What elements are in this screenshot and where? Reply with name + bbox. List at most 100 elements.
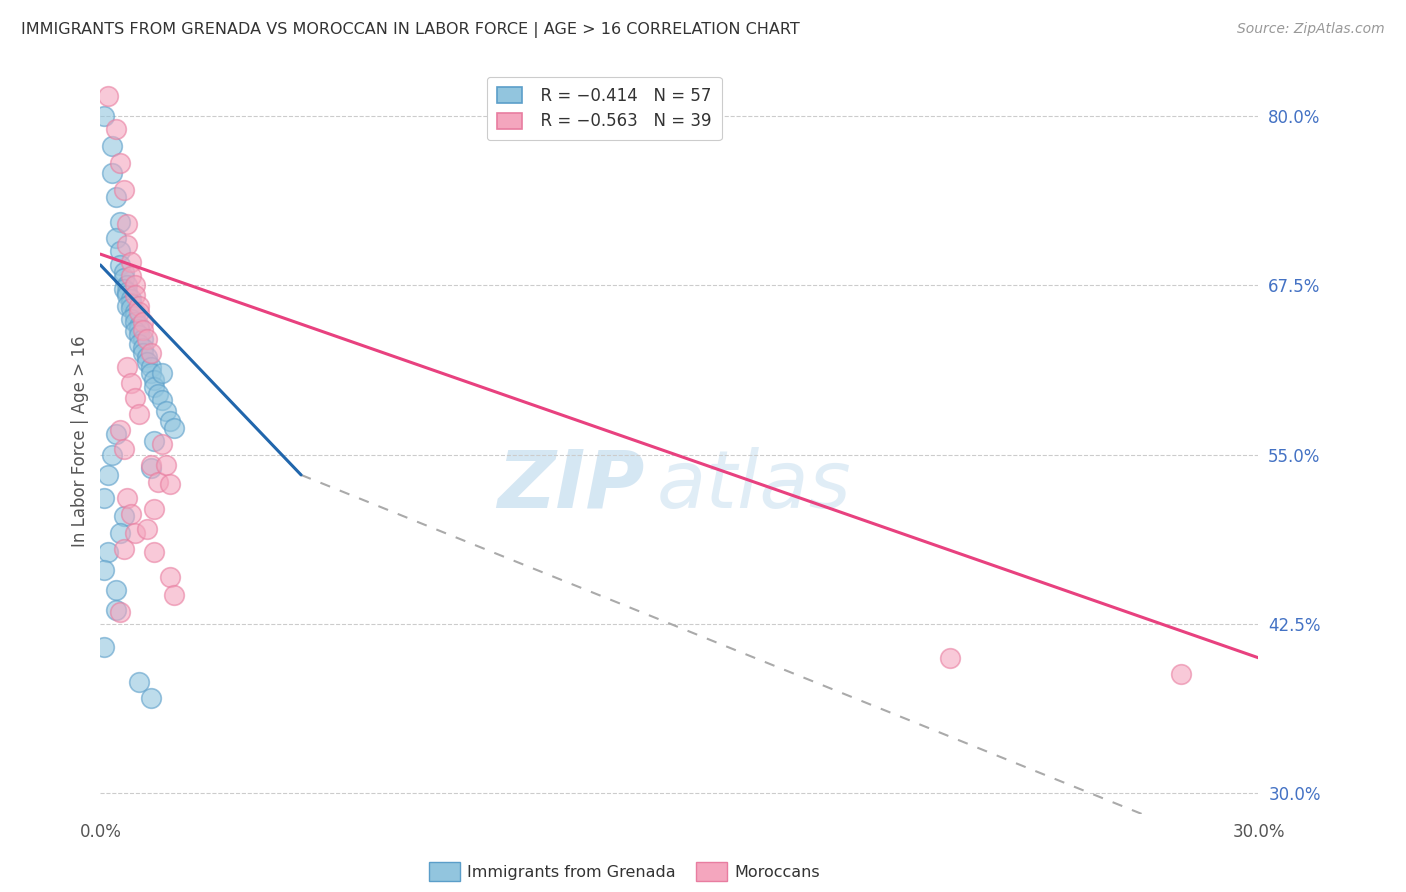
Point	[120, 296, 142, 310]
Point	[124, 305, 146, 319]
Point	[132, 346, 155, 360]
Point	[108, 258, 131, 272]
Point	[112, 508, 135, 523]
Point	[120, 507, 142, 521]
Point	[148, 475, 170, 489]
Point	[108, 244, 131, 259]
Point	[117, 299, 139, 313]
Point	[143, 434, 166, 448]
Point	[150, 393, 173, 408]
Point	[117, 285, 139, 299]
Point	[139, 346, 162, 360]
Point	[117, 217, 139, 231]
Point	[128, 407, 150, 421]
Point	[101, 138, 124, 153]
Point	[93, 491, 115, 505]
Text: Immigrants from Grenada: Immigrants from Grenada	[467, 865, 675, 880]
Point	[104, 583, 127, 598]
Point	[112, 265, 135, 279]
Point	[120, 376, 142, 390]
Text: atlas: atlas	[657, 447, 851, 524]
Point	[159, 477, 181, 491]
Point	[139, 359, 162, 374]
Point	[135, 355, 157, 369]
Point	[108, 214, 131, 228]
Point	[128, 321, 150, 335]
Legend:   R = −0.414   N = 57,   R = −0.563   N = 39: R = −0.414 N = 57, R = −0.563 N = 39	[486, 77, 721, 140]
Point	[143, 373, 166, 387]
Point	[128, 328, 150, 343]
Point	[101, 166, 124, 180]
Point	[104, 427, 127, 442]
Point	[120, 292, 142, 306]
Point	[124, 315, 146, 329]
Point	[97, 88, 120, 103]
Point	[104, 190, 127, 204]
Point	[97, 545, 120, 559]
Point	[150, 436, 173, 450]
Point	[117, 237, 139, 252]
Point	[124, 526, 146, 541]
Y-axis label: In Labor Force | Age > 16: In Labor Force | Age > 16	[72, 335, 89, 547]
Point	[150, 367, 173, 381]
Point	[101, 448, 124, 462]
Point	[159, 414, 181, 428]
Point	[163, 589, 186, 603]
Point	[112, 542, 135, 557]
Point	[117, 491, 139, 505]
Point	[112, 271, 135, 285]
Point	[112, 442, 135, 457]
Point	[124, 278, 146, 293]
Point	[159, 569, 181, 583]
Point	[124, 391, 146, 405]
Point	[117, 278, 139, 293]
Point	[112, 183, 135, 197]
Text: IMMIGRANTS FROM GRENADA VS MOROCCAN IN LABOR FORCE | AGE > 16 CORRELATION CHART: IMMIGRANTS FROM GRENADA VS MOROCCAN IN L…	[21, 22, 800, 38]
Point	[124, 310, 146, 324]
Point	[128, 305, 150, 319]
Point	[124, 287, 146, 301]
Point	[135, 522, 157, 536]
Point	[938, 650, 960, 665]
Point	[128, 336, 150, 351]
Point	[132, 341, 155, 355]
Point	[97, 467, 120, 482]
Point	[108, 423, 131, 437]
Point	[108, 156, 131, 170]
Point	[139, 461, 162, 475]
Point	[117, 287, 139, 301]
Point	[132, 315, 155, 329]
Point	[143, 501, 166, 516]
Point	[104, 603, 127, 617]
Point	[128, 299, 150, 313]
Point	[155, 458, 177, 473]
Point	[132, 333, 155, 347]
Text: Source: ZipAtlas.com: Source: ZipAtlas.com	[1237, 22, 1385, 37]
Point	[124, 324, 146, 338]
Point	[128, 318, 150, 333]
Point	[120, 312, 142, 326]
Text: ZIP: ZIP	[498, 447, 645, 524]
Point	[128, 675, 150, 690]
Point	[120, 301, 142, 316]
Point	[135, 333, 157, 347]
Text: Moroccans: Moroccans	[734, 865, 820, 880]
Point	[104, 122, 127, 136]
Point	[93, 109, 115, 123]
Point	[143, 545, 166, 559]
Point	[139, 691, 162, 706]
Point	[143, 380, 166, 394]
Point	[1170, 667, 1192, 681]
Point	[155, 404, 177, 418]
Point	[163, 420, 186, 434]
Point	[132, 323, 155, 337]
Point	[148, 386, 170, 401]
Point	[104, 231, 127, 245]
Point	[120, 255, 142, 269]
Point	[93, 640, 115, 654]
Point	[139, 367, 162, 381]
Point	[135, 350, 157, 364]
Point	[117, 359, 139, 374]
Point	[139, 458, 162, 473]
Point	[112, 282, 135, 296]
